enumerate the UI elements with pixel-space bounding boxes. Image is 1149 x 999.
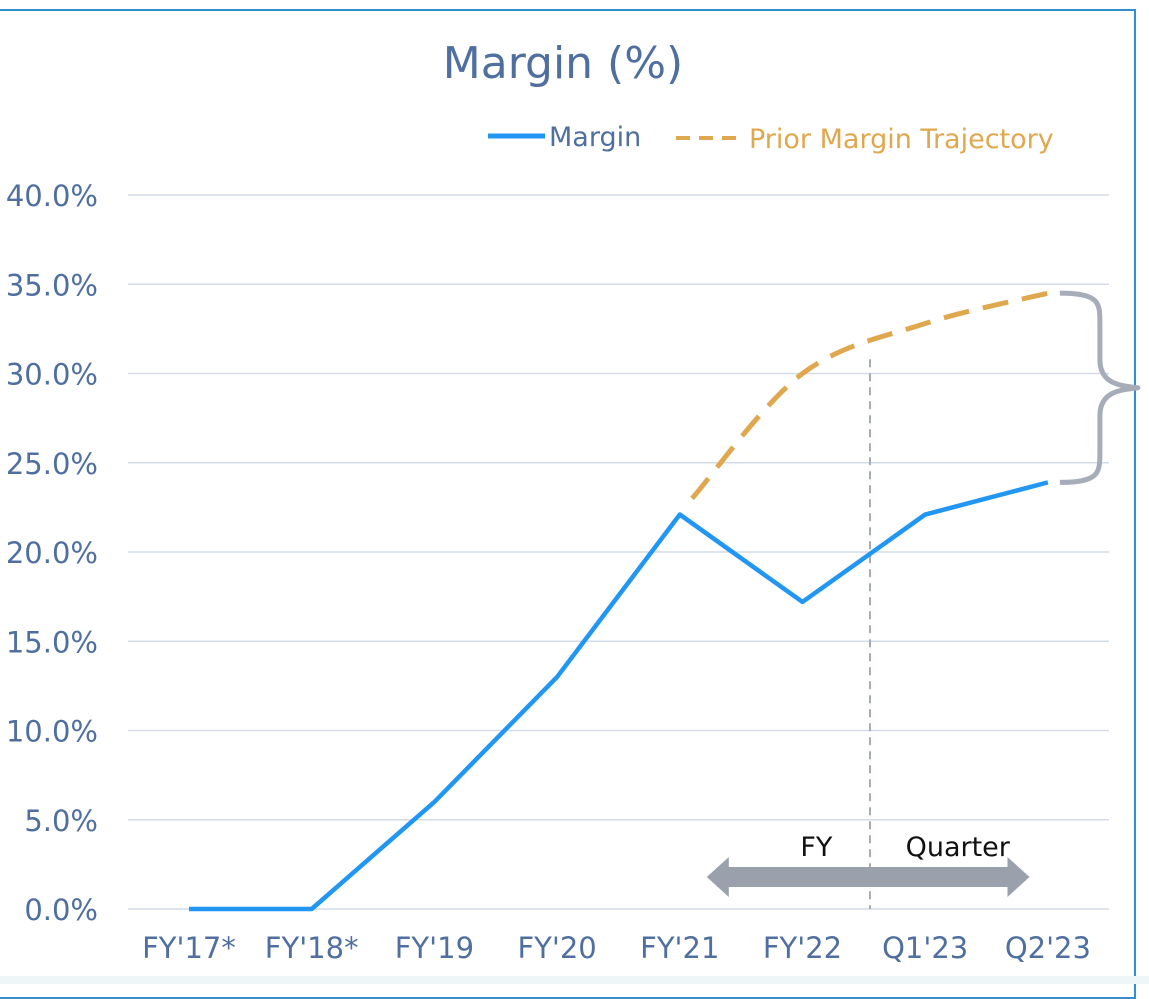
x-tick-label: FY'19	[395, 931, 474, 965]
gap-bracket	[1059, 290, 1141, 485]
margin-line	[189, 480, 1049, 912]
y-axis-tick-labels: 0.0% 5.0% 10.0% 15.0% 20.0% 25.0% 30.0% 35.0% 40…	[6, 179, 98, 927]
y-tick-label: 40.0%	[6, 179, 98, 213]
y-tick-label: 10.0%	[6, 715, 98, 749]
y-tick-label: 20.0%	[6, 536, 98, 570]
fy-label: FY	[800, 832, 833, 863]
legend-margin-label: Margin	[549, 122, 641, 153]
quarter-arrow	[869, 857, 1030, 897]
quarter-label: Quarter	[906, 832, 1011, 863]
x-tick-label: Q2'23	[1005, 931, 1091, 965]
x-axis-tick-labels: FY'17* FY'18* FY'19 FY'20 FY'21 FY'22 Q1'23 Q2'…	[142, 931, 1091, 965]
y-tick-label: 35.0%	[6, 268, 98, 302]
gridlines	[128, 194, 1109, 910]
y-tick-label: 5.0%	[24, 804, 98, 838]
fy-arrow	[706, 857, 870, 897]
x-tick-label: FY'21	[640, 931, 719, 965]
bottom-strip	[0, 976, 1149, 984]
x-tick-label: FY'20	[517, 931, 596, 965]
y-tick-label: 15.0%	[6, 625, 98, 659]
chart-title: Margin (%)	[443, 38, 683, 89]
x-tick-label: Q1'23	[882, 931, 968, 965]
legend-prior-label: Prior Margin Trajectory	[749, 124, 1054, 155]
prior-margin-trajectory-line	[690, 290, 1049, 501]
x-tick-label: FY'17*	[142, 931, 236, 965]
y-tick-label: 30.0%	[6, 358, 98, 392]
series-lines	[189, 290, 1049, 912]
y-tick-label: 0.0%	[24, 893, 98, 927]
x-tick-label: FY'18*	[265, 931, 359, 965]
y-tick-label: 25.0%	[6, 447, 98, 481]
x-tick-label: FY'22	[763, 931, 842, 965]
